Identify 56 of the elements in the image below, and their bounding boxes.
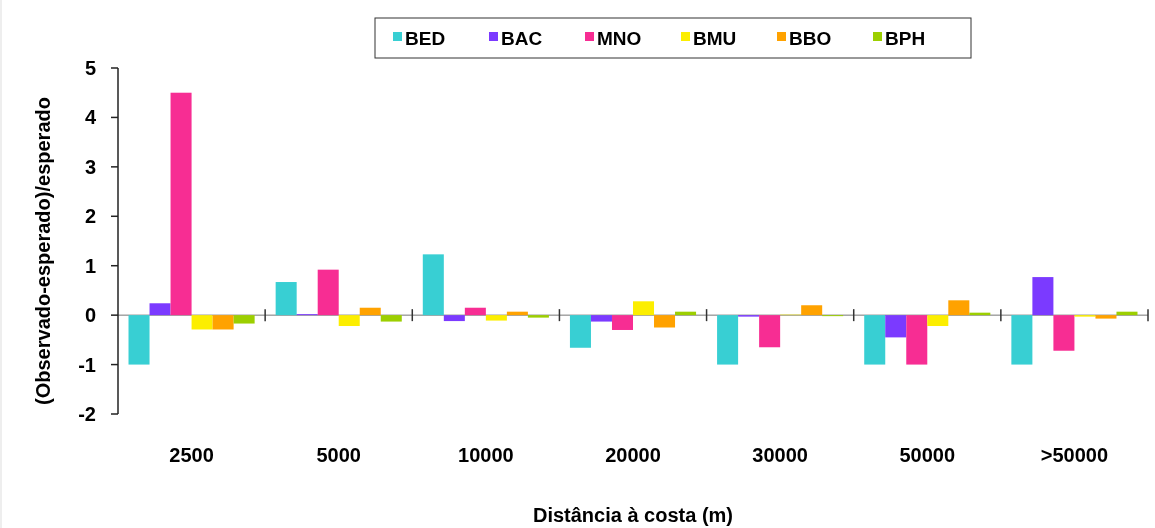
bar	[1011, 315, 1033, 365]
x-tick-label: >50000	[1040, 444, 1109, 466]
bar	[191, 315, 213, 330]
y-axis-title: (Observado-esperado)/esperado	[32, 97, 54, 405]
bar	[633, 301, 655, 316]
x-tick-label: 10000	[458, 444, 514, 466]
x-axis-title: Distância à costa (m)	[532, 504, 734, 526]
y-tick-label: -2	[78, 403, 96, 425]
bar	[569, 315, 591, 348]
y-tick-label: -1	[78, 353, 96, 376]
bar	[443, 315, 465, 322]
bar	[212, 315, 234, 330]
y-tick-label: 1	[84, 254, 96, 277]
x-tick-label: 20000	[605, 444, 661, 466]
y-tick-label: 2	[84, 205, 96, 228]
bar	[422, 254, 444, 316]
x-tick-label: 50000	[899, 444, 956, 466]
y-tick-label: 0	[84, 304, 96, 327]
bar	[485, 315, 507, 321]
legend-label: BMU	[693, 28, 737, 49]
legend-label: BBO	[789, 28, 832, 49]
y-tick-label: 5	[84, 57, 96, 79]
bar	[885, 315, 907, 338]
bar	[759, 315, 781, 348]
bar	[864, 315, 886, 365]
legend-label: BPH	[885, 28, 926, 49]
bar	[590, 315, 612, 322]
bar	[170, 92, 192, 316]
bar	[233, 315, 255, 324]
bar	[948, 300, 970, 316]
bar	[927, 315, 949, 327]
legend-label: BED	[405, 28, 446, 49]
bar	[464, 307, 486, 316]
legend-label: BAC	[501, 28, 543, 49]
bar	[317, 269, 339, 316]
bar	[1053, 315, 1075, 351]
bar	[338, 315, 360, 327]
x-tick-label: 2500	[169, 444, 214, 466]
bar	[359, 307, 381, 316]
x-tick-label: 5000	[316, 444, 361, 466]
bar	[654, 315, 676, 328]
bar	[1032, 277, 1054, 316]
bar	[906, 315, 928, 365]
x-tick-label: 30000	[752, 444, 808, 466]
bar	[128, 315, 150, 365]
bar	[275, 282, 297, 316]
legend-label: MNO	[597, 28, 642, 49]
y-tick-label: 3	[84, 155, 96, 178]
bar	[801, 305, 823, 316]
bar	[149, 303, 171, 316]
bar	[717, 315, 739, 365]
bar	[611, 315, 633, 330]
bar	[380, 315, 402, 322]
bar	[1095, 315, 1117, 319]
bar	[527, 315, 549, 318]
y-tick-label: 4	[84, 106, 97, 129]
